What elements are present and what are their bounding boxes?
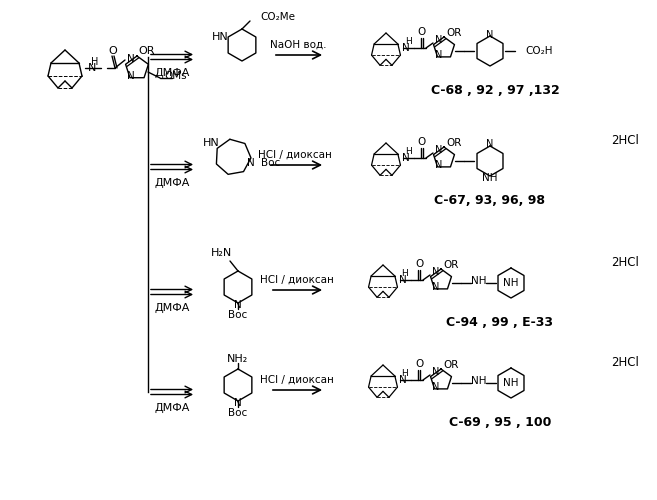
Text: ДМФА: ДМФА [154,303,190,313]
Text: H: H [405,148,411,156]
Text: NH: NH [471,376,487,386]
Text: O: O [418,137,426,147]
Text: N: N [399,375,407,385]
Text: ДМФА: ДМФА [154,68,190,78]
Text: N: N [402,153,410,163]
Text: 2HCl: 2HCl [611,356,639,368]
Text: OR: OR [446,138,462,148]
Text: N: N [127,71,135,81]
Text: NH: NH [482,173,498,183]
Text: N: N [432,367,440,377]
Text: Boc: Boc [229,408,248,418]
Text: NH: NH [503,378,519,388]
Text: C-67, 93, 96, 98: C-67, 93, 96, 98 [434,194,545,206]
Text: NH: NH [471,276,487,286]
Text: O: O [415,359,423,369]
Text: NaOH вод.: NaOH вод. [270,40,327,50]
Text: 2HCl: 2HCl [611,256,639,268]
Text: N: N [234,398,242,408]
Text: H: H [405,38,411,46]
Text: N: N [399,275,407,285]
Text: N: N [432,382,440,392]
Text: CO₂H: CO₂H [525,46,553,56]
Text: ДМФА: ДМФА [154,403,190,413]
Text: OMs: OMs [165,71,187,81]
Text: HN: HN [212,32,229,42]
Text: C-94 , 99 , E-33: C-94 , 99 , E-33 [447,316,553,328]
Text: C-68 , 92 , 97 ,132: C-68 , 92 , 97 ,132 [430,84,559,96]
Text: N: N [436,50,443,60]
Text: OR: OR [139,46,155,56]
Text: O: O [415,259,423,269]
Text: N: N [436,145,443,155]
Text: HN: HN [202,138,219,148]
Text: N: N [432,282,440,292]
Text: O: O [418,27,426,37]
Text: N: N [88,63,96,73]
Text: HCl / диоксан: HCl / диоксан [260,375,334,385]
Text: H₂N: H₂N [212,248,233,258]
Text: H: H [91,57,99,67]
Text: N: N [486,30,493,40]
Text: N: N [247,158,255,168]
Text: N: N [234,300,242,310]
Text: H: H [401,270,409,278]
Text: OR: OR [443,360,459,370]
Text: NH₂: NH₂ [227,354,248,364]
Text: CO₂Me: CO₂Me [260,12,295,22]
Text: Boc: Boc [229,310,248,320]
Text: Boc: Boc [261,158,281,168]
Text: ДМФА: ДМФА [154,178,190,188]
Text: C-69 , 95 , 100: C-69 , 95 , 100 [449,416,551,428]
Text: HCl / диоксан: HCl / диоксан [260,275,334,285]
Text: OR: OR [446,28,462,38]
Text: NH: NH [503,278,519,288]
Text: N: N [436,35,443,45]
Text: N: N [432,267,440,277]
Text: H: H [401,370,409,378]
Text: N: N [127,54,135,64]
Text: N: N [402,43,410,53]
Text: HCl / диоксан: HCl / диоксан [258,150,332,160]
Text: N: N [436,160,443,170]
Text: N: N [486,139,493,149]
Text: 2HCl: 2HCl [611,134,639,146]
Text: OR: OR [443,260,459,270]
Text: O: O [108,46,118,56]
